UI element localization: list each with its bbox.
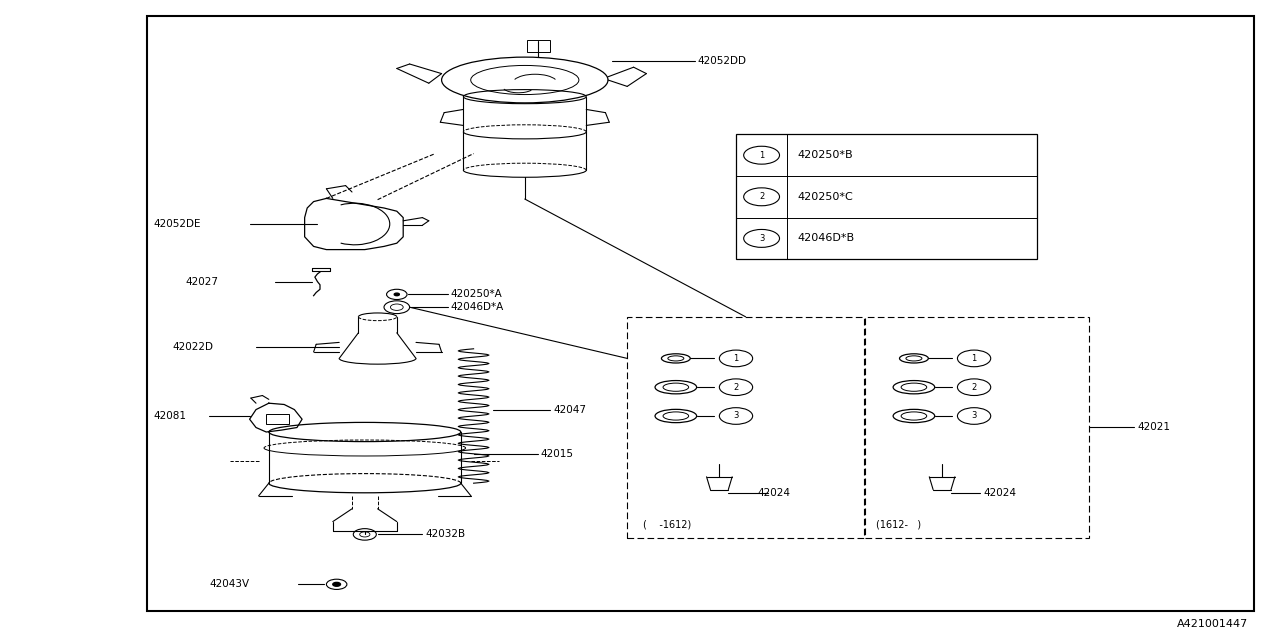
Bar [736,134,1037,259]
Text: 42052DD: 42052DD [698,56,746,66]
Text: 42052DE: 42052DE [154,219,201,229]
Text: 42021: 42021 [1138,422,1171,432]
Text: 420250*A: 420250*A [451,289,502,300]
Text: 1: 1 [733,354,739,363]
Text: 42043V: 42043V [210,579,250,589]
Text: (1612-   ): (1612- ) [876,520,920,530]
Text: 42032B: 42032B [425,529,465,540]
Text: 42046D*B: 42046D*B [797,234,855,243]
Text: 1: 1 [759,150,764,160]
Text: 42047: 42047 [553,404,586,415]
Text: 1: 1 [972,354,977,363]
Text: 3: 3 [972,412,977,420]
Bar [147,16,1254,611]
Text: 42027: 42027 [186,276,219,287]
Bar [266,414,289,424]
Text: 42024: 42024 [983,488,1016,498]
Text: 2: 2 [733,383,739,392]
Bar [865,317,1089,538]
Text: (    -1612): ( -1612) [643,520,691,530]
Text: 420250*C: 420250*C [797,192,854,202]
Text: 42015: 42015 [540,449,573,460]
Text: 3: 3 [733,412,739,420]
Text: 42081: 42081 [154,411,187,421]
Text: 42024: 42024 [758,488,791,498]
Bar [527,40,550,52]
Circle shape [333,582,340,586]
Text: 2: 2 [759,192,764,202]
Text: 3: 3 [759,234,764,243]
Text: 420250*B: 420250*B [797,150,852,160]
Text: 42046D*A: 42046D*A [451,302,504,312]
Text: 42022D: 42022D [173,342,214,352]
Circle shape [394,293,399,296]
Text: A421001447: A421001447 [1176,619,1248,629]
Bar [627,317,864,538]
Text: 2: 2 [972,383,977,392]
